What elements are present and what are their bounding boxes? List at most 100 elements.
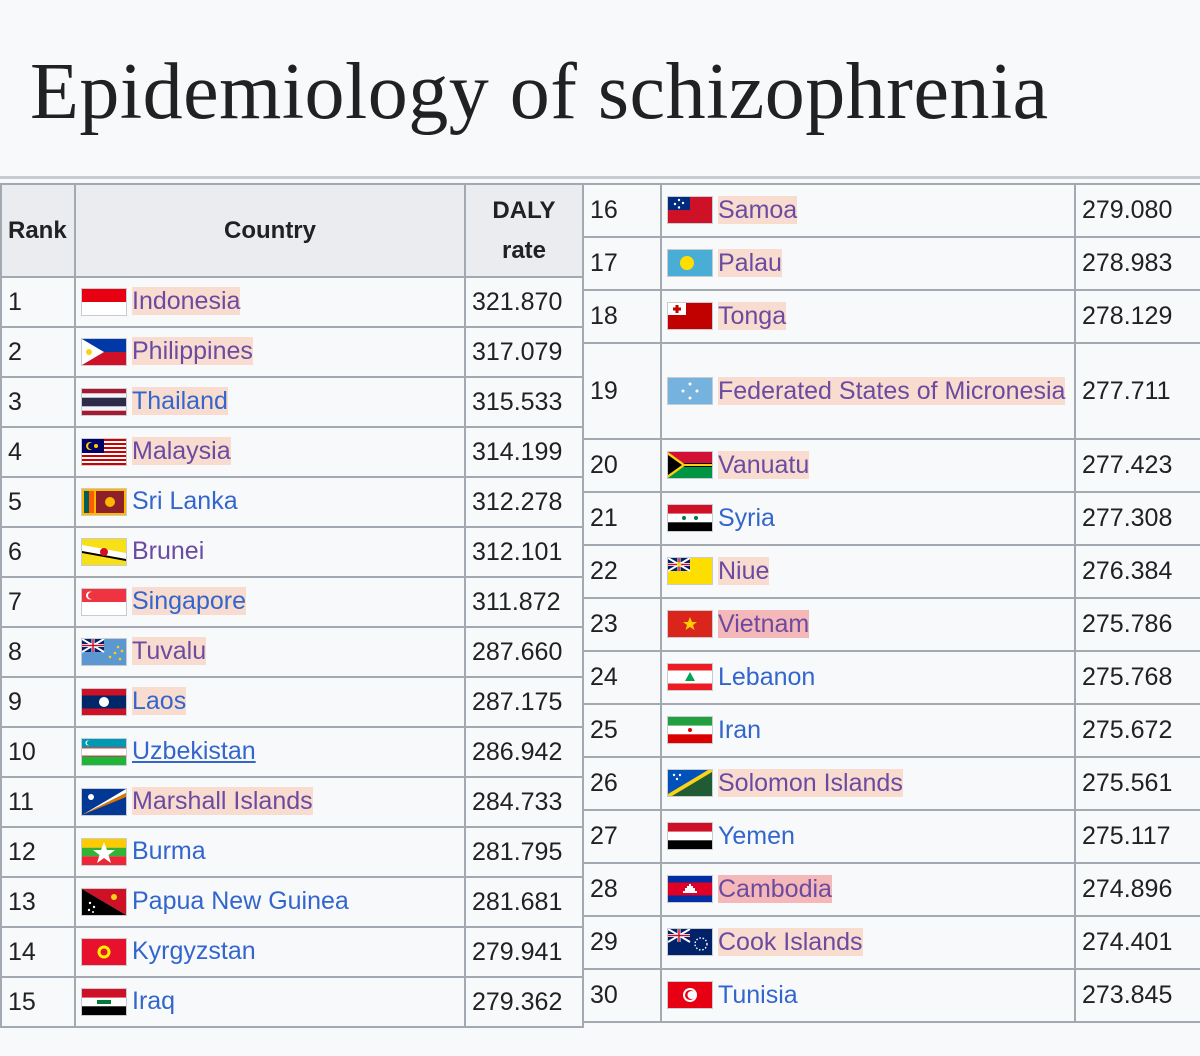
country-link-cambodia[interactable]: Cambodia [718,874,832,903]
country-link-singapore[interactable]: Singapore [132,587,246,616]
country-link-federated-states-of-micronesia[interactable]: Federated States of Micronesia [718,376,1066,405]
rank-cell: 4 [0,426,76,478]
table-header-row: Rank Country DALY rate [0,183,584,278]
rank-cell: 20 [582,438,662,493]
country-link-kyrgyzstan[interactable]: Kyrgyzstan [132,937,256,966]
rank-cell: 21 [582,491,662,546]
table-row: 28 Cambodia 274.896 [582,862,1200,917]
table-row: 17 Palau 278.983 [582,236,1200,291]
country-link-solomon-islands[interactable]: Solomon Islands [718,768,903,797]
table-row: 3 Thailand 315.533 [0,376,584,428]
rank-cell: 11 [0,776,76,828]
country-link-niue[interactable]: Niue [718,556,770,585]
rank-cell: 6 [0,526,76,578]
flag-papua-new-guinea-icon [82,888,126,915]
country-link-yemen[interactable]: Yemen [718,821,795,850]
country-cell: Samoa [660,183,1076,238]
flag-philippines-icon [82,338,126,365]
country-link-palau[interactable]: Palau [718,248,782,277]
rank-cell: 27 [582,809,662,864]
country-link-sri-lanka[interactable]: Sri Lanka [132,487,238,516]
country-cell: Vanuatu [660,438,1076,493]
country-link-samoa[interactable]: Samoa [718,195,798,224]
rank-cell: 9 [0,676,76,728]
daly-rate-cell: 277.423 [1074,438,1200,493]
country-link-syria[interactable]: Syria [718,503,775,532]
country-cell: Tunisia [660,968,1076,1023]
country-cell: Marshall Islands [74,776,466,828]
country-link-marshall-islands[interactable]: Marshall Islands [132,787,313,816]
country-link-iran[interactable]: Iran [718,715,762,744]
daly-rate-cell: 275.117 [1074,809,1200,864]
country-link-burma[interactable]: Burma [132,837,206,866]
table-row: 30 Tunisia 273.845 [582,968,1200,1023]
country-link-indonesia[interactable]: Indonesia [132,287,241,316]
country-link-iraq[interactable]: Iraq [132,987,176,1016]
table-row: 16 Samoa 279.080 [582,183,1200,238]
flag-singapore-icon [82,588,126,615]
flag-uzbekistan-icon [82,738,126,765]
daly-rate-cell: 276.384 [1074,544,1200,599]
daly-rate-cell: 273.845 [1074,968,1200,1023]
rank-cell: 16 [582,183,662,238]
rank-cell: 29 [582,915,662,970]
flag-niue-icon [668,558,712,585]
country-link-cook-islands[interactable]: Cook Islands [718,927,863,956]
country-cell: Burma [74,826,466,878]
rank-cell: 10 [0,726,76,778]
flag-sri-lanka-icon [82,488,126,515]
rank-cell: 7 [0,576,76,628]
rank-cell: 24 [582,650,662,705]
country-link-tunisia[interactable]: Tunisia [718,980,798,1009]
table-row: 19 Federated States of Micronesia 277.711 [582,342,1200,440]
country-link-laos[interactable]: Laos [132,687,187,716]
rank-cell: 23 [582,597,662,652]
country-link-tonga[interactable]: Tonga [718,301,787,330]
rank-cell: 2 [0,326,76,378]
country-link-vanuatu[interactable]: Vanuatu [718,450,810,479]
country-link-thailand[interactable]: Thailand [132,387,228,416]
country-link-malaysia[interactable]: Malaysia [132,437,231,466]
flag-lebanon-icon [668,664,712,691]
daly-header-line2: rate [501,236,547,264]
table-row: 18 Tonga 278.129 [582,289,1200,344]
country-cell: Laos [74,676,466,728]
country-link-uzbekistan[interactable]: Uzbekistan [132,737,256,766]
daly-rate-cell: 311.872 [464,576,584,628]
rank-cell: 18 [582,289,662,344]
rank-cell: 5 [0,476,76,528]
table-row: 9 Laos 287.175 [0,676,584,728]
flag-marshall-islands-icon [82,788,126,815]
country-link-philippines[interactable]: Philippines [132,337,253,366]
rank-header[interactable]: Rank [0,183,76,278]
table-row: 4 Malaysia 314.199 [0,426,584,478]
country-cell: Indonesia [74,276,466,328]
rank-cell: 13 [0,876,76,928]
daly-rate-cell: 315.533 [464,376,584,428]
country-cell: Brunei [74,526,466,578]
country-cell: Papua New Guinea [74,876,466,928]
flag-samoa-icon [668,197,712,224]
table-row: 21 Syria 277.308 [582,491,1200,546]
country-link-lebanon[interactable]: Lebanon [718,662,816,691]
flag-tuvalu-icon [82,638,126,665]
daly-rate-cell: 281.681 [464,876,584,928]
daly-rate-header[interactable]: DALY rate [464,183,584,278]
table-row: 22 Niue 276.384 [582,544,1200,599]
daly-header-line1: DALY [492,196,556,224]
rank-cell: 25 [582,703,662,758]
daly-rate-cell: 284.733 [464,776,584,828]
daly-rate-cell: 277.711 [1074,342,1200,440]
country-link-vietnam[interactable]: Vietnam [718,609,810,638]
country-link-papua-new-guinea[interactable]: Papua New Guinea [132,887,349,916]
rank-cell: 15 [0,976,76,1028]
country-header[interactable]: Country [74,183,466,278]
daly-rate-cell: 312.278 [464,476,584,528]
rank-cell: 8 [0,626,76,678]
flag-vanuatu-icon [668,452,712,479]
country-link-brunei[interactable]: Brunei [132,537,205,566]
country-cell: Sri Lanka [74,476,466,528]
table-row: 8 Tuvalu 287.660 [0,626,584,678]
flag-cook-islands-icon [668,929,712,956]
country-link-tuvalu[interactable]: Tuvalu [132,637,207,666]
